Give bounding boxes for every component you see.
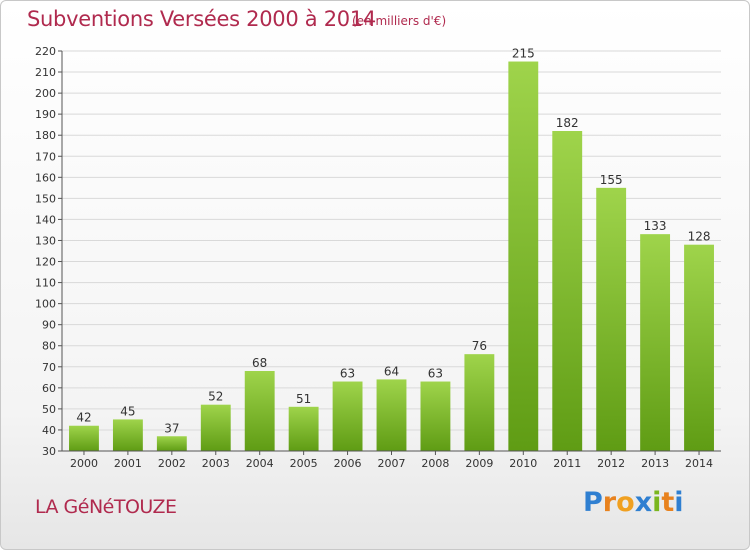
y-tick-label: 200 — [35, 87, 56, 100]
bar-2011 — [552, 131, 583, 451]
bar-2007 — [376, 379, 407, 451]
bar-2008 — [420, 381, 451, 451]
value-label-2001: 45 — [120, 404, 135, 418]
commune-name: LA GéNéTOUZE — [35, 496, 177, 518]
value-label-2000: 42 — [76, 411, 91, 425]
y-tick-label: 160 — [35, 171, 56, 184]
value-label-2005: 51 — [296, 392, 311, 406]
x-tick-label-2007: 2007 — [378, 457, 406, 470]
y-tick-label: 70 — [42, 361, 56, 374]
value-label-2002: 37 — [164, 421, 179, 435]
y-tick-label: 130 — [35, 234, 56, 247]
x-tick-label-2005: 2005 — [290, 457, 318, 470]
value-label-2013: 133 — [644, 219, 667, 233]
y-tick-label: 100 — [35, 298, 56, 311]
x-tick-label-2012: 2012 — [597, 457, 625, 470]
value-label-2009: 76 — [472, 339, 487, 353]
proxiti-logo: Proxiti — [583, 487, 684, 518]
x-tick-label-2001: 2001 — [114, 457, 142, 470]
y-tick-label: 150 — [35, 192, 56, 205]
value-label-2006: 63 — [340, 367, 355, 381]
bar-2004 — [244, 371, 275, 451]
y-tick-label: 50 — [42, 403, 56, 416]
y-tick-label: 140 — [35, 213, 56, 226]
value-label-2012: 155 — [600, 173, 623, 187]
bar-2003 — [200, 404, 231, 451]
x-tick-label-2006: 2006 — [334, 457, 362, 470]
y-tick-label: 210 — [35, 66, 56, 79]
x-tick-label-2011: 2011 — [553, 457, 581, 470]
value-label-2007: 64 — [384, 364, 399, 378]
x-tick-label-2003: 2003 — [202, 457, 230, 470]
x-tick-label-2002: 2002 — [158, 457, 186, 470]
x-tick-label-2014: 2014 — [685, 457, 713, 470]
bar-2006 — [332, 381, 363, 451]
x-tick-label-2000: 2000 — [70, 457, 98, 470]
y-tick-label: 80 — [42, 340, 56, 353]
y-tick-label: 190 — [35, 108, 56, 121]
x-tick-label-2013: 2013 — [641, 457, 669, 470]
value-label-2010: 215 — [512, 47, 535, 61]
y-tick-label: 180 — [35, 129, 56, 142]
x-tick-label-2009: 2009 — [465, 457, 493, 470]
value-label-2011: 182 — [556, 116, 579, 130]
bar-2009 — [464, 354, 495, 451]
bar-2010 — [508, 61, 539, 452]
value-label-2003: 52 — [208, 390, 223, 404]
y-tick-label: 30 — [42, 445, 56, 458]
x-tick-label-2004: 2004 — [246, 457, 274, 470]
bar-2000 — [69, 425, 99, 451]
y-tick-label: 60 — [42, 382, 56, 395]
value-label-2008: 63 — [428, 367, 443, 381]
bar-2001 — [112, 419, 143, 451]
bar-2002 — [156, 436, 187, 451]
x-tick-label-2008: 2008 — [421, 457, 449, 470]
bar-2012 — [596, 187, 627, 451]
y-tick-label: 110 — [35, 277, 56, 290]
bar-2014 — [684, 244, 714, 451]
value-label-2004: 68 — [252, 356, 267, 370]
y-tick-label: 90 — [42, 319, 56, 332]
x-tick-label-2010: 2010 — [509, 457, 537, 470]
y-tick-label: 170 — [35, 150, 56, 163]
y-tick-label: 40 — [42, 424, 56, 437]
y-tick-label: 120 — [35, 256, 56, 269]
chart-unit-label: (en milliers d'€) — [352, 14, 447, 28]
bar-2005 — [288, 406, 319, 451]
value-label-2014: 128 — [688, 230, 711, 244]
chart-title: Subventions Versées 2000 à 2014 — [27, 7, 376, 31]
y-tick-label: 220 — [35, 45, 56, 58]
bar-2013 — [640, 234, 671, 451]
